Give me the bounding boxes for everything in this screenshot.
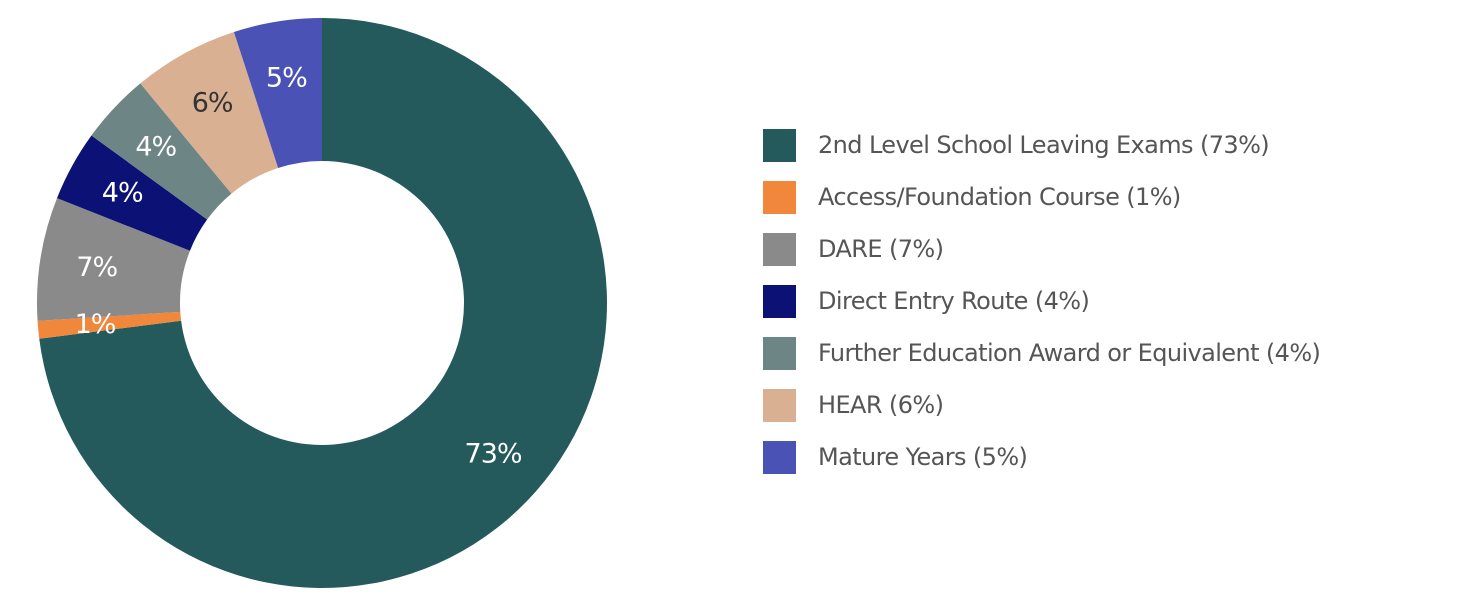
- legend-item[interactable]: DARE (7%): [763, 223, 1320, 275]
- legend-item[interactable]: Direct Entry Route (4%): [763, 275, 1320, 327]
- legend-swatch: [763, 440, 796, 474]
- donut-chart: 73% 1% 7% 4% 4% 6% 5%: [37, 18, 607, 588]
- donut-slice[interactable]: [39, 18, 607, 588]
- slice-data-label: 4%: [102, 178, 143, 209]
- legend-label: Further Education Award or Equivalent (4…: [818, 339, 1321, 367]
- legend-label: HEAR (6%): [818, 391, 944, 419]
- legend-label: Mature Years (5%): [818, 443, 1028, 471]
- legend-swatch: [763, 284, 796, 318]
- legend-swatch: [763, 388, 796, 422]
- slice-data-label: 5%: [266, 62, 307, 93]
- legend-item[interactable]: Further Education Award or Equivalent (4…: [763, 327, 1321, 379]
- legend-swatch: [763, 180, 796, 214]
- donut-slice[interactable]: [140, 31, 279, 194]
- legend-swatch: [763, 336, 796, 370]
- slice-data-label: 6%: [192, 88, 233, 119]
- legend-swatch: [763, 232, 796, 266]
- donut-slice[interactable]: [233, 18, 322, 168]
- slice-data-label: 73%: [465, 438, 522, 469]
- legend-item[interactable]: Mature Years (5%): [763, 431, 1320, 483]
- slice-data-label: 1%: [75, 309, 116, 340]
- legend-item[interactable]: 2nd Level School Leaving Exams (73%): [763, 119, 1320, 171]
- slice-data-label: 4%: [135, 131, 176, 162]
- legend-label: 2nd Level School Leaving Exams (73%): [818, 131, 1270, 159]
- legend-item[interactable]: Access/Foundation Course (1%): [763, 171, 1320, 223]
- legend-label: DARE (7%): [818, 235, 944, 263]
- legend-label: Direct Entry Route (4%): [818, 287, 1090, 315]
- donut-slice[interactable]: [57, 135, 208, 251]
- donut-slice[interactable]: [37, 311, 182, 339]
- legend-label: Access/Foundation Course (1%): [818, 183, 1181, 211]
- chart-legend: 2nd Level School Leaving Exams (73%) Acce…: [763, 119, 1321, 483]
- legend-swatch: [763, 128, 796, 162]
- slice-data-label: 7%: [76, 252, 117, 283]
- legend-item[interactable]: HEAR (6%): [763, 379, 1320, 431]
- donut-slice[interactable]: [91, 83, 232, 220]
- donut-slice[interactable]: [37, 198, 190, 321]
